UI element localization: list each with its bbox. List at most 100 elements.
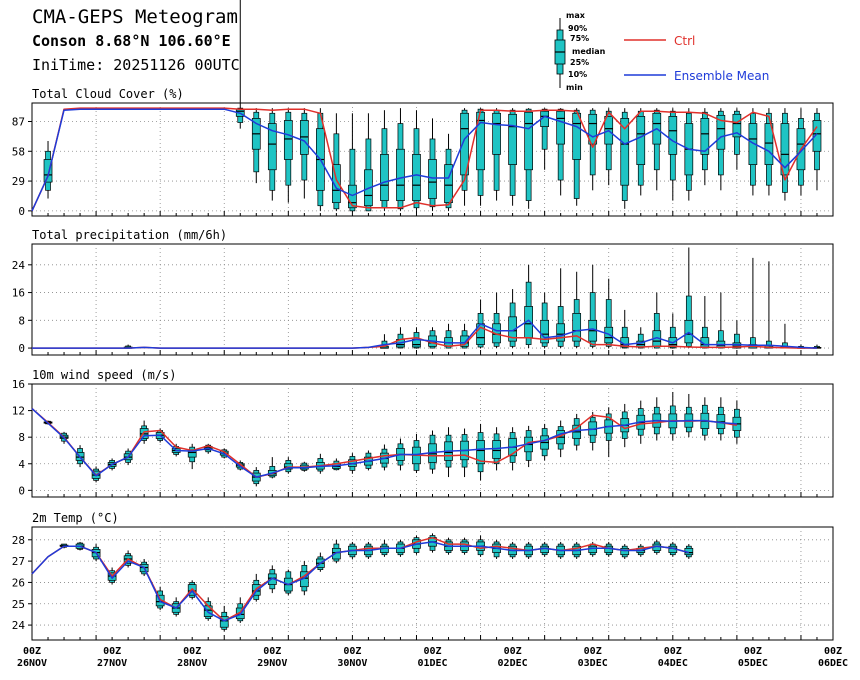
y-tick-label: 87 <box>12 115 25 128</box>
ensemble-box <box>684 393 694 438</box>
ensemble-box <box>428 327 437 349</box>
box-inner <box>348 184 357 209</box>
y-tick-label: 29 <box>12 175 25 188</box>
ensemble-box <box>572 108 582 206</box>
y-tick-label: 27 <box>12 555 25 568</box>
box-outer <box>605 299 612 347</box>
box-inner <box>492 112 501 155</box>
panel-title: 2m Temp (°C) <box>32 511 119 525</box>
box-outer <box>589 292 596 347</box>
ensemble-box <box>636 108 646 196</box>
box-inner <box>460 112 469 176</box>
ensemble-box <box>764 261 774 349</box>
ensemble-box <box>732 108 742 170</box>
ensemble-box <box>251 108 261 184</box>
legend-box-label: median <box>572 47 606 56</box>
ensemble-box <box>668 108 678 201</box>
x-tick-label: 00Z <box>343 646 361 657</box>
x-tick-label: 00Z <box>504 646 522 657</box>
ensemble-box <box>43 141 53 199</box>
ensemble-box <box>364 113 373 212</box>
ensemble-box <box>283 108 293 203</box>
ensemble-box <box>492 108 501 201</box>
ensemble-box <box>412 110 421 211</box>
box-inner <box>444 164 453 203</box>
box-inner <box>332 164 341 203</box>
ensemble-box <box>508 427 517 471</box>
box-inner <box>412 154 421 201</box>
box-inner <box>380 154 389 201</box>
box-inner <box>540 319 549 344</box>
y-tick-label: 25 <box>12 598 25 611</box>
box-inner <box>588 113 598 145</box>
box-inner <box>572 112 582 160</box>
box-inner <box>780 123 790 176</box>
ensemble-box <box>812 108 822 191</box>
box-inner <box>476 440 485 465</box>
ensemble-box <box>748 108 758 196</box>
legend-box-label: 75% <box>570 34 589 43</box>
ensemble-box <box>604 407 614 458</box>
x-tick-label: 00Z <box>824 646 842 657</box>
legend-box-label: 25% <box>570 58 589 67</box>
ensemble-box <box>476 108 485 206</box>
ensemble-box <box>732 400 742 444</box>
ensemble-box <box>428 118 437 211</box>
x-tick-label: 00Z <box>103 646 121 657</box>
box-inner <box>267 123 277 171</box>
box-inner <box>43 159 53 183</box>
box-inner <box>764 123 774 165</box>
box-inner <box>748 123 758 165</box>
ensemble-box <box>556 420 566 458</box>
ensemble-box <box>524 108 533 209</box>
box-inner <box>620 547 630 556</box>
box-inner <box>684 319 694 344</box>
legend-ctrl-label: Ctrl <box>674 34 695 48</box>
box-inner <box>572 313 582 342</box>
x-tick-label: 27NOV <box>97 658 127 669</box>
ensemble-box <box>700 108 710 186</box>
ensemble-box <box>716 292 726 349</box>
ensemble-mean-line <box>31 408 737 478</box>
ensemble-box <box>380 110 389 211</box>
box-outer <box>541 108 548 150</box>
ensemble-box <box>187 443 197 470</box>
box-inner <box>219 616 229 628</box>
panel-title: Total precipitation (mm/6h) <box>32 228 227 242</box>
ensemble-box <box>588 264 598 349</box>
ensemble-box <box>780 108 790 201</box>
ensemble-box <box>540 423 549 461</box>
ensemble-box <box>716 108 726 191</box>
y-tick-label: 8 <box>18 314 25 327</box>
ensemble-box <box>524 425 533 468</box>
ensemble-box <box>332 113 341 211</box>
x-tick-label: 02DEC <box>498 658 528 669</box>
ensemble-mean-line <box>32 319 818 349</box>
ensemble-box <box>604 278 614 349</box>
x-tick-label: 00Z <box>263 646 281 657</box>
x-tick-label: 01DEC <box>417 658 447 669</box>
y-tick-label: 12 <box>12 405 25 418</box>
ensemble-box <box>572 413 582 451</box>
panel-1: 0 29 58 87 <box>12 0 834 218</box>
box-inner <box>508 113 517 165</box>
ensemble-box <box>476 423 485 481</box>
ensemble-box <box>620 544 630 559</box>
location-label: Conson 8.68°N 106.60°E <box>32 32 231 50</box>
box-inner <box>700 118 710 155</box>
ensemble-box <box>684 108 694 201</box>
y-tick-label: 28 <box>12 534 25 547</box>
ensemble-box <box>636 327 646 349</box>
legend: max 90%75% median 25% 10% min Ctrl Ensemble Mea… <box>554 11 769 92</box>
ctrl-line <box>31 107 818 212</box>
ensemble-box <box>444 427 453 478</box>
x-tick-label: 00Z <box>423 646 441 657</box>
panel-4: 24 25 26 27 28 <box>12 526 834 641</box>
box-inner <box>716 114 726 150</box>
ensemble-box <box>668 391 678 441</box>
ensemble-box <box>780 323 790 349</box>
x-tick-label: 28NOV <box>177 658 207 669</box>
y-tick-label: 4 <box>18 458 25 471</box>
ensemble-box <box>316 453 325 474</box>
panel-3: 0 4 8 12 16 <box>12 378 834 498</box>
